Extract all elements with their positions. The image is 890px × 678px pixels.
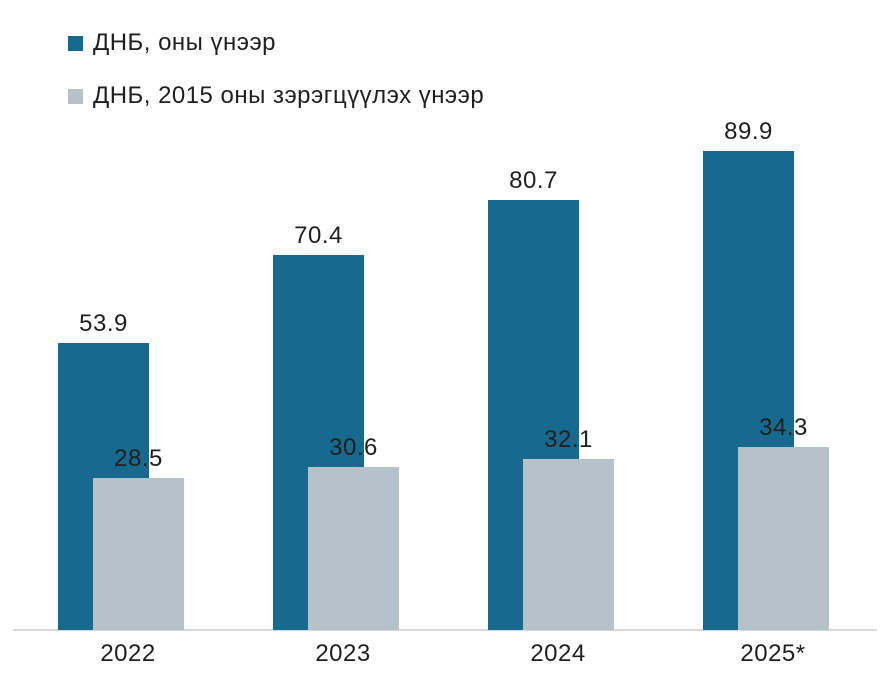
x-axis-line xyxy=(13,629,877,631)
x-axis-label: 2024 xyxy=(530,640,586,667)
bar-gdp-constant-2015 xyxy=(738,447,829,630)
x-axis-label: 2025* xyxy=(740,640,806,667)
x-axis-label: 2022 xyxy=(100,640,156,667)
value-label-gdp-current: 80.7 xyxy=(509,167,558,194)
legend-marker-gdp-current xyxy=(68,35,83,51)
legend-label-gdp-constant-2015: ДНБ, 2015 оны зэрэгцүүлэх үнээр xyxy=(93,82,485,109)
legend-label-gdp-current: ДНБ, оны үнээр xyxy=(93,29,277,56)
value-label-gdp-constant-2015: 32.1 xyxy=(544,426,593,453)
value-label-gdp-current: 89.9 xyxy=(724,118,773,145)
bar-gdp-constant-2015 xyxy=(308,467,399,630)
value-label-gdp-constant-2015: 28.5 xyxy=(114,445,163,472)
value-label-gdp-constant-2015: 34.3 xyxy=(759,414,808,441)
bar-gdp-constant-2015 xyxy=(93,478,184,630)
value-label-gdp-constant-2015: 30.6 xyxy=(329,434,378,461)
chart-legend: ДНБ, оны үнээр ДНБ, 2015 оны зэрэгцүүлэх… xyxy=(68,29,484,135)
bar-gdp-constant-2015 xyxy=(523,459,614,630)
value-label-gdp-current: 70.4 xyxy=(294,222,343,249)
legend-marker-gdp-constant-2015 xyxy=(68,88,83,104)
value-label-gdp-current: 53.9 xyxy=(79,310,128,337)
legend-item-gdp-current: ДНБ, оны үнээр xyxy=(68,29,484,57)
x-axis-label: 2023 xyxy=(315,640,371,667)
legend-item-gdp-constant-2015: ДНБ, 2015 оны зэрэгцүүлэх үнээр xyxy=(68,82,484,110)
